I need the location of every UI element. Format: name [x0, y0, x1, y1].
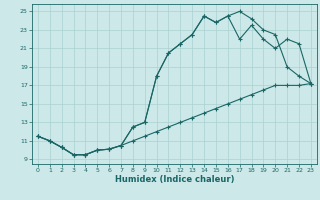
- X-axis label: Humidex (Indice chaleur): Humidex (Indice chaleur): [115, 175, 234, 184]
